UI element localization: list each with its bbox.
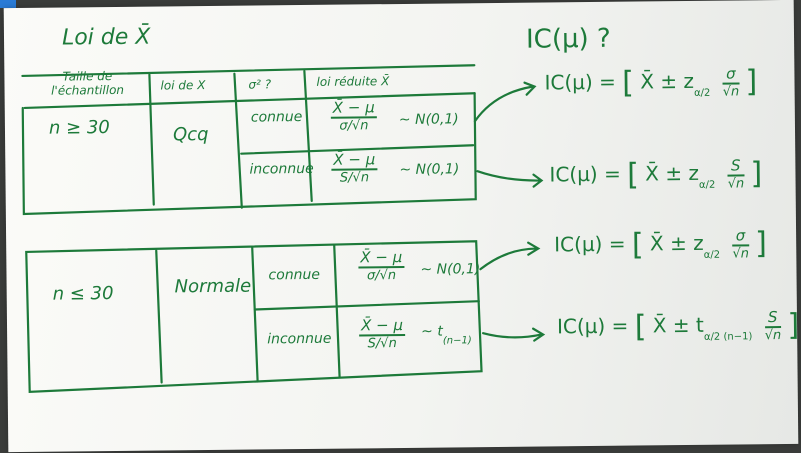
- window-corner-marker: [0, 0, 16, 8]
- ic-numerator: σ: [722, 64, 740, 85]
- reduced-fraction-2: X̄ − μ S/√n: [331, 150, 378, 186]
- fraction-numerator: X̄ − μ: [331, 150, 378, 171]
- law-student: ∼ t(n−1): [421, 323, 472, 347]
- reduced-fraction-3: X̄ − μ σ/√n: [358, 247, 405, 284]
- ic-denominator: √n: [732, 246, 750, 262]
- right-bracket: ]: [755, 225, 768, 261]
- law-student-label: ∼ t: [421, 323, 443, 340]
- left-bracket: [: [631, 226, 644, 263]
- ic-fraction: S √n: [727, 156, 745, 192]
- reduced-fraction-4: X̄ − μ S/√n: [358, 315, 406, 352]
- fraction-denominator: S/√n: [367, 336, 397, 352]
- reduced-fraction-1: X̄ − μ σ/√n: [330, 98, 377, 134]
- fraction-denominator: S/√n: [339, 170, 370, 186]
- ic-subscript: α/2: [698, 179, 716, 191]
- fraction-denominator: σ/√n: [366, 268, 397, 284]
- ic-subscript: α/2: [703, 249, 721, 261]
- ic-fraction: S √n: [764, 308, 781, 343]
- header-reduced-law: loi réduite X̄: [316, 74, 390, 89]
- ic-body: X̄ ± t: [652, 312, 704, 338]
- sample-size-small: n ≤ 30: [52, 283, 114, 305]
- header-sample-size: Taille de l'échantillon: [51, 69, 125, 98]
- ic-body: X̄ ± z: [645, 160, 700, 186]
- sigma-unknown-1: inconnue: [249, 160, 314, 178]
- ic-numerator: σ: [732, 226, 749, 247]
- fraction-denominator: σ/√n: [339, 118, 369, 134]
- ic-formula-4: IC(μ) = [ X̄ ± tα/2 (n−1) S √n ]: [556, 307, 800, 346]
- ic-denominator: √n: [722, 84, 740, 100]
- ic-fraction: σ √n: [722, 64, 740, 100]
- ic-subscript: α/2 (n−1): [703, 331, 753, 343]
- fraction-numerator: X̄ − μ: [330, 98, 377, 119]
- header-law-x: loi de X: [160, 78, 206, 93]
- law-normal-2: ∼ N(0,1): [399, 161, 460, 179]
- ic-numerator: S: [764, 308, 782, 329]
- law-normal-3: ∼ N(0,1): [420, 261, 481, 278]
- law-x-any: Qcq: [172, 124, 209, 146]
- ic-lhs: IC(μ) =: [544, 69, 616, 95]
- left-bracket: [: [621, 65, 635, 101]
- fraction-numerator: X̄ − μ: [358, 315, 406, 337]
- right-bracket: ]: [787, 307, 800, 343]
- paper-sheet: Loi de X̄ Tai: [3, 0, 800, 453]
- ic-lhs: IC(μ) =: [554, 231, 626, 257]
- sample-size-large: n ≥ 30: [48, 117, 110, 139]
- ic-lhs: IC(μ) =: [549, 161, 621, 187]
- left-bracket: [: [634, 308, 647, 345]
- law-normal-1: ∼ N(0,1): [398, 111, 459, 129]
- sigma-known-1: connue: [250, 109, 303, 126]
- left-bracket: [: [626, 157, 640, 193]
- ic-numerator: S: [727, 156, 745, 177]
- ic-formula-1: IC(μ) = [ X̄ ± zα/2 σ √n ]: [544, 64, 757, 101]
- sigma-unknown-2: inconnue: [267, 330, 332, 348]
- header-sigma: σ² ?: [248, 77, 272, 92]
- table-grid: [21, 64, 546, 394]
- ic-body: X̄ ± z: [640, 68, 695, 94]
- ic-fraction: σ √n: [732, 226, 750, 262]
- ic-formula-3: IC(μ) = [ X̄ ± zα/2 σ √n ]: [554, 226, 767, 263]
- ic-title: IC(μ) ?: [525, 23, 611, 55]
- right-bracket: ]: [750, 155, 763, 191]
- ic-formula-2: IC(μ) = [ X̄ ± zα/2 S √n ]: [549, 156, 762, 193]
- ic-denominator: √n: [764, 328, 782, 344]
- law-x-normal: Normale: [174, 275, 252, 298]
- fraction-numerator: X̄ − μ: [358, 247, 405, 269]
- sigma-known-2: connue: [268, 266, 321, 284]
- right-bracket: ]: [745, 63, 758, 99]
- ic-denominator: √n: [727, 176, 745, 192]
- ic-lhs: IC(μ) =: [556, 313, 629, 339]
- ic-body: X̄ ± z: [649, 230, 704, 256]
- ic-subscript: α/2: [693, 87, 711, 99]
- law-student-df: (n−1): [442, 335, 472, 347]
